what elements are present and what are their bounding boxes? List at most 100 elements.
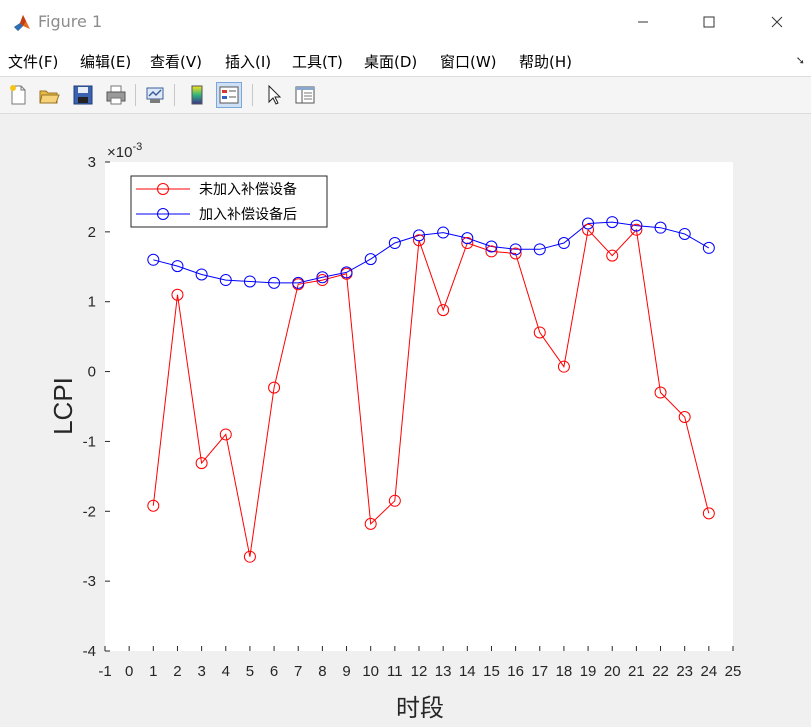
open-file-icon[interactable]: [36, 82, 62, 108]
data-point-series-2: [268, 276, 281, 289]
menu-tools[interactable]: 工具(T): [292, 53, 343, 71]
menu-insert[interactable]: 插入(I): [225, 53, 272, 71]
x-tick-label: 19: [580, 663, 597, 680]
data-point-series-1: [582, 223, 595, 236]
toolbar-separator: [174, 84, 175, 106]
data-point-series-1: [243, 550, 256, 563]
toolbar: [0, 76, 811, 114]
data-point-series-2: [582, 217, 595, 230]
x-tick-label: 20: [604, 663, 621, 680]
x-tick-label: 5: [246, 663, 254, 680]
menu-file[interactable]: 文件(F): [8, 53, 59, 71]
close-button[interactable]: [754, 0, 800, 44]
data-point-series-1: [195, 457, 208, 470]
data-point-series-1: [702, 507, 715, 520]
new-figure-icon[interactable]: [5, 82, 31, 108]
save-icon[interactable]: [70, 82, 96, 108]
data-point-series-1: [437, 304, 450, 317]
x-tick-label: 14: [459, 663, 476, 680]
y-tick-label: -2: [83, 503, 96, 520]
data-point-series-2: [654, 221, 667, 234]
data-point-series-2: [533, 243, 546, 256]
x-tick-label: 11: [387, 663, 403, 680]
x-tick-label: 22: [652, 663, 669, 680]
x-tick-label: 16: [507, 663, 524, 680]
data-point-series-2: [316, 271, 329, 284]
legend-icon[interactable]: [216, 82, 242, 108]
maximize-icon: [703, 16, 715, 28]
figure-canvas: -1 0 1 2 3 4 5 6 7 8 9 10 11 12 13 14 15 16 17 18 19 20 21 22 23…: [0, 114, 811, 723]
data-point-series-1: [533, 326, 546, 339]
x-tick-label: 1: [149, 663, 157, 680]
x-tick-label: 4: [222, 663, 230, 680]
x-tick-label: 3: [197, 663, 205, 680]
data-point-series-2: [413, 229, 425, 242]
data-point-series-2: [485, 240, 498, 253]
y-tick-label: -4: [83, 643, 96, 660]
data-point-series-1: [485, 245, 498, 258]
x-tick-label: 13: [435, 663, 452, 680]
x-tick-label: 7: [294, 663, 302, 680]
data-point-series-1: [461, 237, 474, 250]
legend-box: [130, 175, 328, 228]
print-icon[interactable]: [103, 82, 129, 108]
data-point-series-2: [147, 253, 160, 266]
x-tick-label: 12: [411, 663, 428, 680]
title-bar: Figure 1: [0, 0, 811, 44]
data-point-series-1: [268, 381, 281, 394]
menu-help[interactable]: 帮助(H): [519, 53, 572, 71]
data-point-series-2: [606, 216, 619, 229]
legend-label-series-1: 未加入补偿设备: [199, 181, 297, 198]
toolbar-separator: [135, 84, 136, 106]
x-axis-title: 时段: [396, 694, 444, 722]
window-title: Figure 1: [38, 12, 103, 31]
x-tick-label: 6: [270, 663, 278, 680]
data-point-series-2: [678, 227, 691, 240]
data-point-series-2: [364, 253, 377, 266]
data-point-series-2: [388, 237, 401, 250]
data-point-series-2: [437, 226, 450, 239]
x-tick-label: 18: [556, 663, 573, 680]
data-point-series-2: [509, 243, 522, 256]
menu-view[interactable]: 查看(V): [150, 53, 202, 71]
data-point-series-2: [243, 275, 256, 288]
menu-window[interactable]: 窗口(W): [440, 53, 497, 71]
colorbar-icon[interactable]: [184, 82, 210, 108]
menu-overflow-icon[interactable]: ➘: [795, 54, 805, 67]
data-point-series-2: [171, 260, 184, 273]
y-tick-label: 0: [88, 364, 96, 381]
data-point-series-2: [630, 219, 643, 232]
y-axis-title: LCPI: [48, 377, 78, 435]
x-tick-label: 15: [483, 663, 500, 680]
data-point-series-2: [340, 266, 353, 279]
y-tick-label: -3: [83, 573, 96, 590]
data-point-series-1: [630, 223, 643, 236]
x-tick-label: -1: [98, 663, 111, 680]
line-chart: -1 0 1 2 3 4 5 6 7 8 9 10 11 12 13 14 15 16 17 18 19 20 21 22 23…: [48, 141, 741, 722]
y-tick-label: 1: [88, 294, 96, 311]
data-point-series-1: [171, 288, 184, 301]
menu-desktop[interactable]: 桌面(D): [364, 53, 418, 71]
minimize-button[interactable]: [620, 0, 666, 44]
data-point-series-1: [557, 360, 570, 373]
x-tick-label: 24: [701, 663, 718, 680]
matlab-icon: [12, 13, 32, 33]
property-inspector-icon[interactable]: [292, 82, 318, 108]
data-point-series-1: [316, 274, 329, 287]
maximize-button[interactable]: [686, 0, 732, 44]
toolbar-separator: [252, 84, 253, 106]
y-tick-label: -1: [83, 433, 96, 450]
link-plot-icon[interactable]: [142, 82, 168, 108]
data-point-series-2: [292, 276, 305, 289]
data-point-series-1: [654, 386, 667, 399]
data-point-series-1: [606, 249, 619, 262]
x-tick-label: 23: [676, 663, 693, 680]
menu-edit[interactable]: 编辑(E): [80, 53, 132, 71]
data-point-series-1: [147, 499, 160, 512]
pointer-icon[interactable]: [260, 82, 286, 108]
data-point-series-1: [509, 247, 522, 260]
legend[interactable]: 未加入补偿设备 加入补偿设备后: [130, 175, 328, 228]
menu-bar: 文件(F) 编辑(E) 查看(V) 插入(I) 工具(T) 桌面(D) 窗口(W…: [0, 44, 811, 76]
data-point-series-1: [678, 410, 691, 423]
data-point-series-1: [388, 494, 401, 507]
